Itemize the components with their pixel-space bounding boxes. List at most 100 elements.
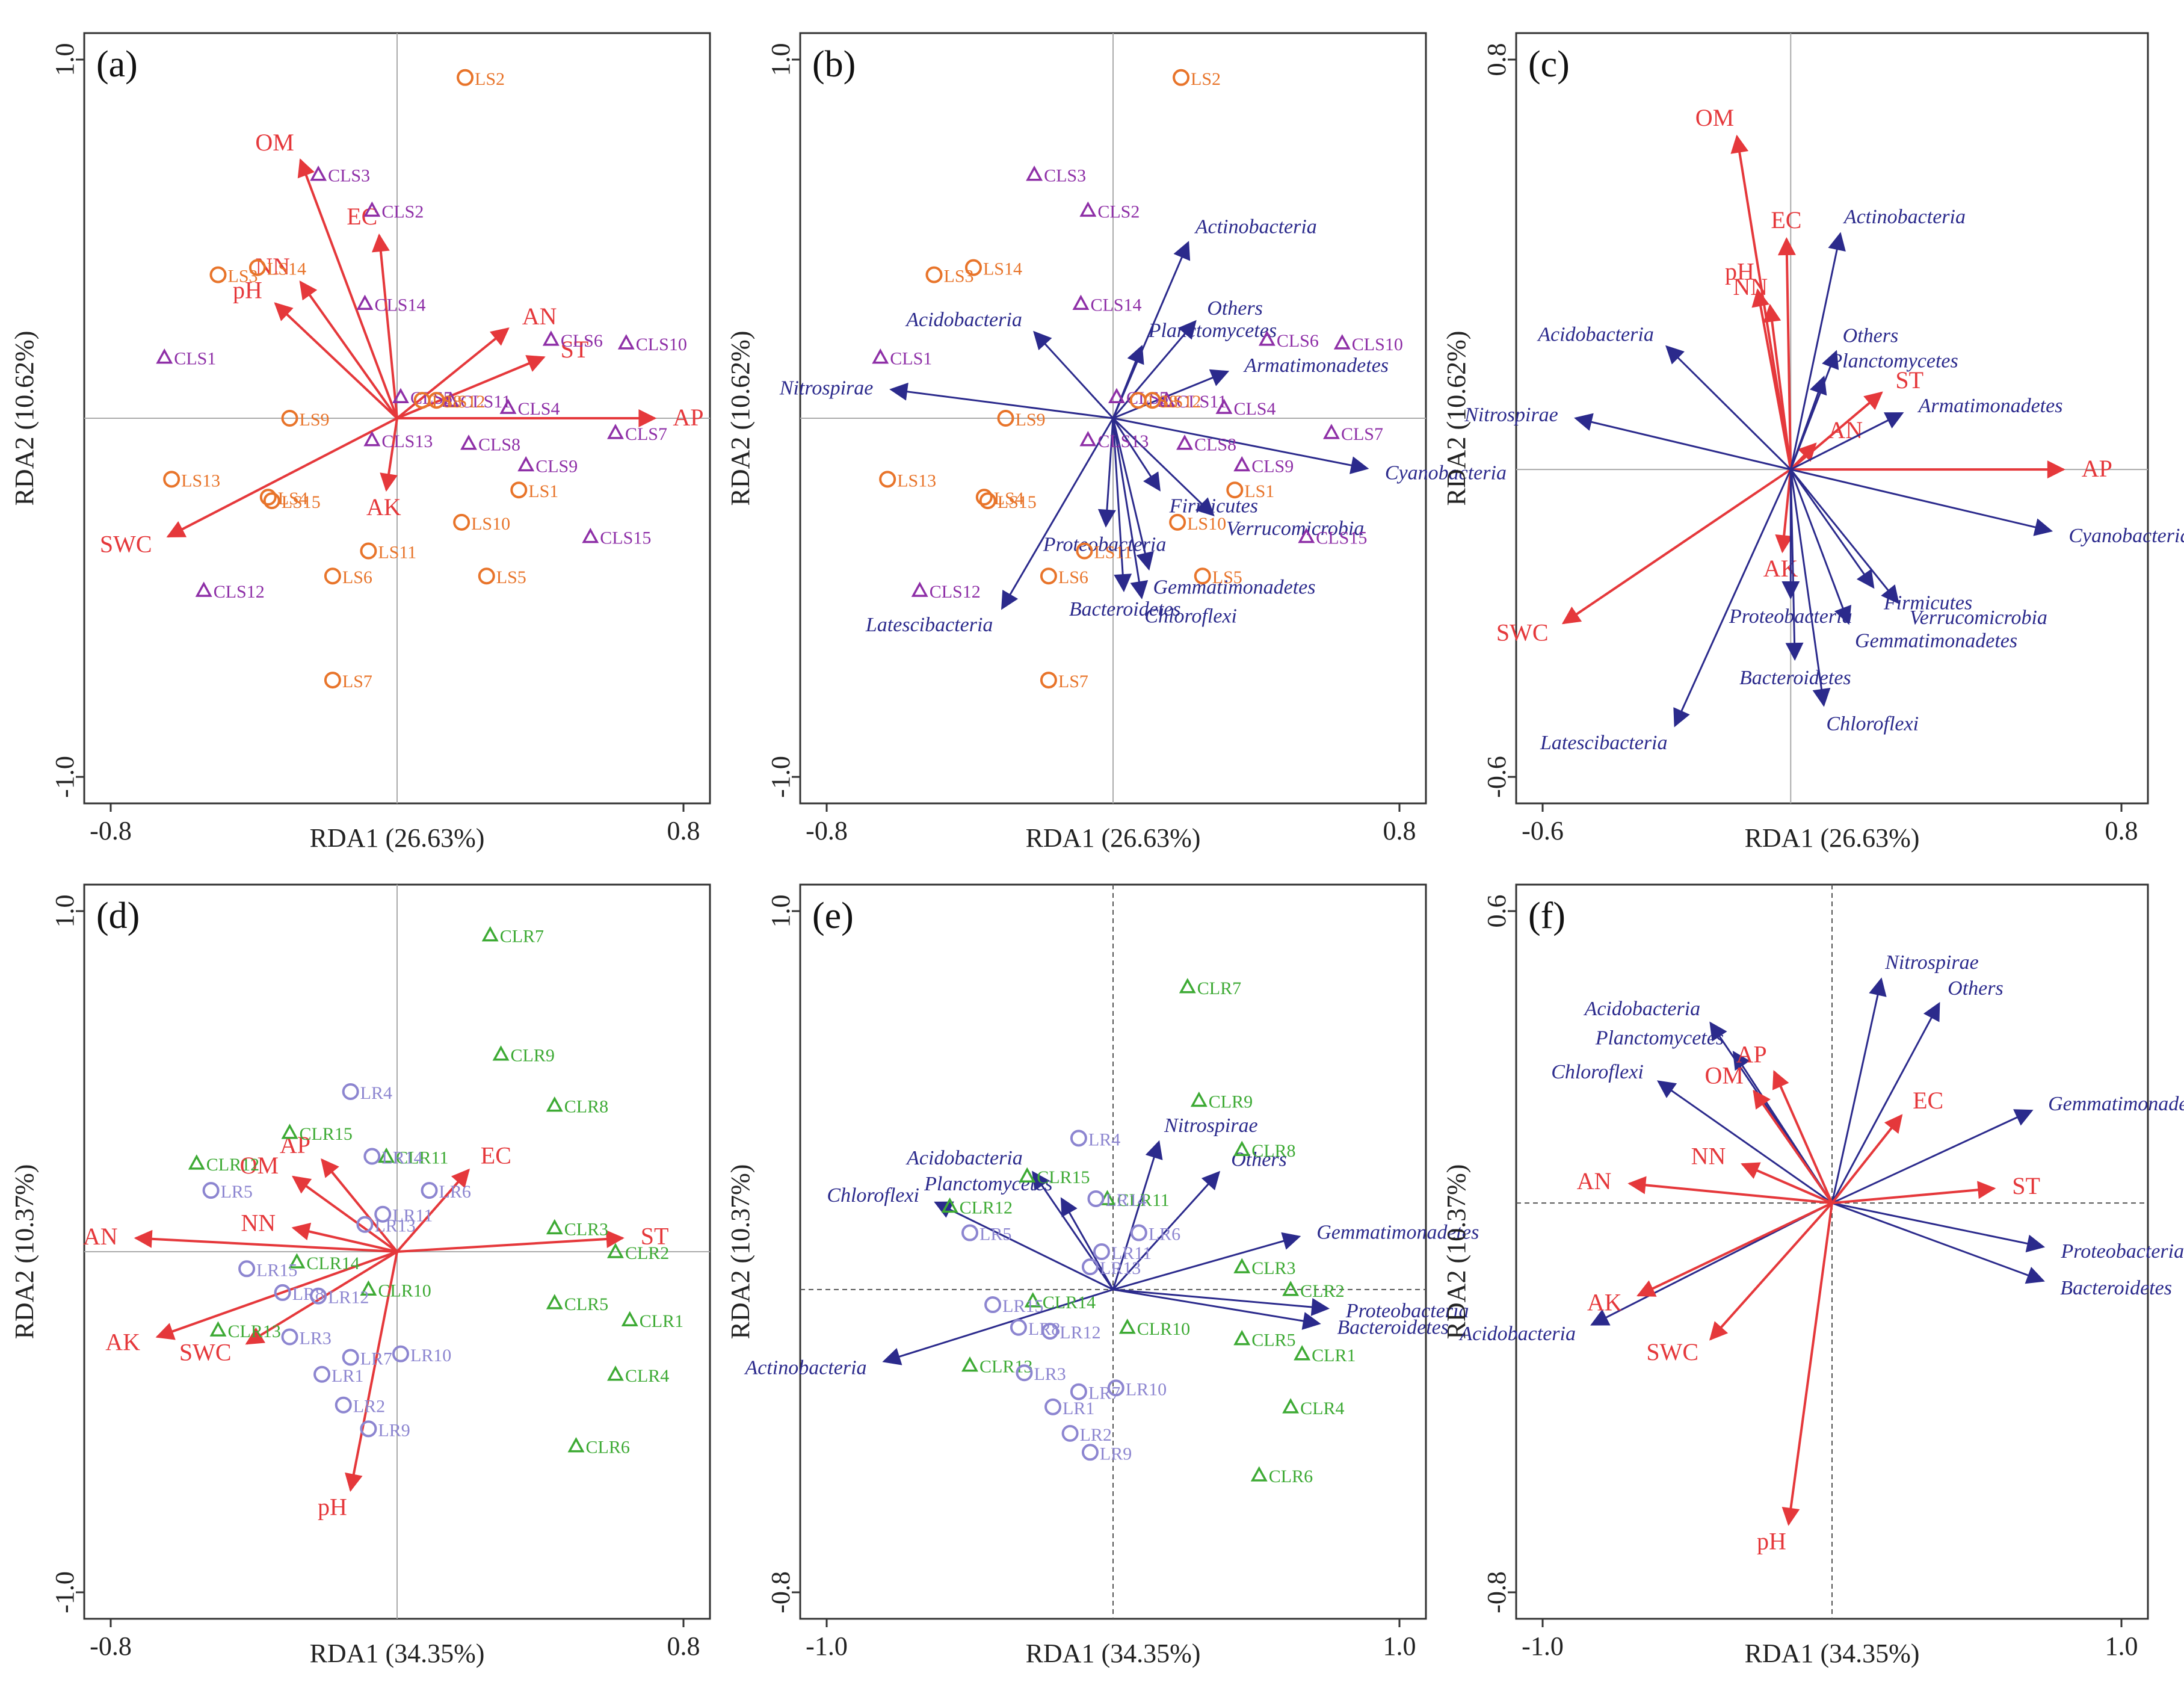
panel-e: -1.0 1.0 1.0 -0.8 RDA1 (34.35%) RDA2 (10.37%)… [726,883,1479,1668]
point-lr15 [984,1296,1002,1314]
point-clr5 [1233,1330,1251,1346]
point-label-ls3: LS3 [228,267,258,286]
point-label-cls13: CLS13 [1097,431,1149,451]
point-cls6 [1258,330,1276,346]
point-label-ls7: LS7 [1058,672,1088,691]
point-label-ls14: LS14 [983,259,1022,279]
y-tick-label: 0.6 [1482,895,1511,928]
y-tick-label: -0.6 [1482,756,1511,798]
point-label-lr3: LR3 [300,1329,332,1349]
point-label-lr2: LR2 [1080,1425,1112,1445]
point-label-cls7: CLS7 [625,424,667,444]
vector-label-acidobacteria: Acidobacteria [905,1147,1023,1169]
vector-label-st: ST [561,336,589,363]
point-cls15 [582,528,599,543]
panel-b: -0.8 0.8 1.0 -1.0 RDA1 (26.63%) RDA2 (10.62%)… [726,32,1507,853]
point-ls11 [360,542,377,560]
vector-label-planctomycetes: Planctomycetes [1829,350,1958,373]
vector-label-om: OM [240,1152,279,1179]
point-clr2 [606,1243,624,1258]
point-label-ls13: LS13 [181,471,220,490]
vector-arrow-nn [1763,303,1792,470]
point-clr9 [1190,1091,1208,1107]
vector-arrow-ec [1777,237,1796,470]
point-label-lr7: LR7 [360,1349,392,1368]
point-label-ls5: LS5 [496,567,526,587]
vector-arrow-actinobacteria [1789,232,1846,470]
point-ls10 [1169,513,1186,531]
y-tick-label: -1.0 [766,756,795,798]
point-label-lr4: LR4 [360,1083,392,1103]
vector-arrow-verrucomicrobia [1112,417,1215,517]
point-label-clr4: CLR4 [625,1366,669,1386]
vector-label-ph: pH [233,277,262,304]
point-cls8 [460,434,477,450]
vector-label-planctomycetes: Planctomycetes [924,1173,1052,1195]
vector-label-chloroflexi: Chloroflexi [1551,1061,1644,1083]
point-cls4 [499,398,517,414]
vector-arrow-nn [299,280,398,419]
point-label-lr15: LR15 [1002,1296,1043,1316]
vector-label-nn: NN [1691,1143,1726,1170]
point-label-ls7: LS7 [342,672,372,691]
vector-arrow-st [1831,1181,1996,1205]
point-label-clr12: CLR12 [960,1198,1013,1218]
vector-arrow-firmicutes [1112,418,1161,492]
y-axis-title: RDA2 (10.62%) [10,331,39,506]
vector-label-verrucomicrobia: Verrucomicrobia [1910,607,2047,629]
vector-label-bacteroidetes: Bacteroidetes [1337,1316,1449,1338]
vector-arrow-chloroflexi [934,1201,1114,1291]
y-tick-label: 1.0 [50,895,79,928]
vector-label-ak: AK [105,1329,140,1356]
point-lr14 [363,1148,381,1165]
vector-label-nitrospirae: Nitrospirae [1884,951,1979,974]
point-cls4 [1215,398,1233,414]
vector-arrow-ec [396,1168,470,1253]
point-label-lr10: LR10 [1126,1379,1167,1399]
vector-arrow-om [292,1175,398,1253]
y-tick-label: 1.0 [766,43,795,76]
vector-label-others: Others [1207,297,1263,320]
point-lr5 [202,1182,220,1199]
point-cls12 [911,581,928,597]
point-label-ls1: LS1 [1244,481,1274,501]
point-label-lr8: LR8 [292,1284,324,1304]
vector-label-om: OM [1705,1062,1744,1089]
point-lr12 [310,1287,327,1305]
vector-label-nitrospirae: Nitrospirae [1464,404,1558,426]
vector-label-an: AN [1577,1167,1612,1195]
point-clr12 [188,1154,205,1170]
vector-label-swc: SWC [1496,619,1549,646]
vector-label-bacteroidetes: Bacteroidetes [1069,598,1181,620]
point-clr15 [1019,1167,1036,1182]
vector-label-cyanobacteria: Cyanobacteria [1385,462,1507,484]
point-clr4 [606,1365,624,1381]
point-ls7 [324,672,341,689]
point-label-clr11: CLR11 [1117,1190,1169,1210]
point-label-lr5: LR5 [221,1182,253,1202]
point-lr11 [1093,1243,1110,1260]
vector-arrow-st [396,1230,625,1253]
point-label-clr8: CLR8 [1251,1141,1295,1161]
point-ls14 [248,259,266,276]
point-cls8 [1176,434,1193,450]
point-lr5 [961,1224,978,1241]
vector-arrow-om [1753,1089,1833,1204]
point-label-cls3: CLS3 [328,166,370,186]
point-cls2 [363,201,381,217]
x-tick-label: -0.8 [90,1631,132,1661]
point-cls14 [1072,294,1090,311]
vector-label-st: ST [641,1223,669,1250]
vector-arrow-gemmatimonadetes [1831,1109,2034,1204]
vector-arrow-chloroflexi [1656,1080,1833,1204]
point-label-cls14: CLS14 [374,295,425,315]
point-cls9 [1233,456,1251,472]
point-cls6 [542,330,560,346]
point-label-lr10: LR10 [410,1346,451,1365]
point-cls10 [1333,334,1351,350]
point-label-clr5: CLR5 [1251,1331,1295,1350]
x-tick-label: 1.0 [2105,1631,2138,1661]
point-lr1 [1044,1398,1062,1415]
point-clr11 [378,1147,395,1163]
vector-label-actinobacteria: Actinobacteria [1843,206,1966,228]
